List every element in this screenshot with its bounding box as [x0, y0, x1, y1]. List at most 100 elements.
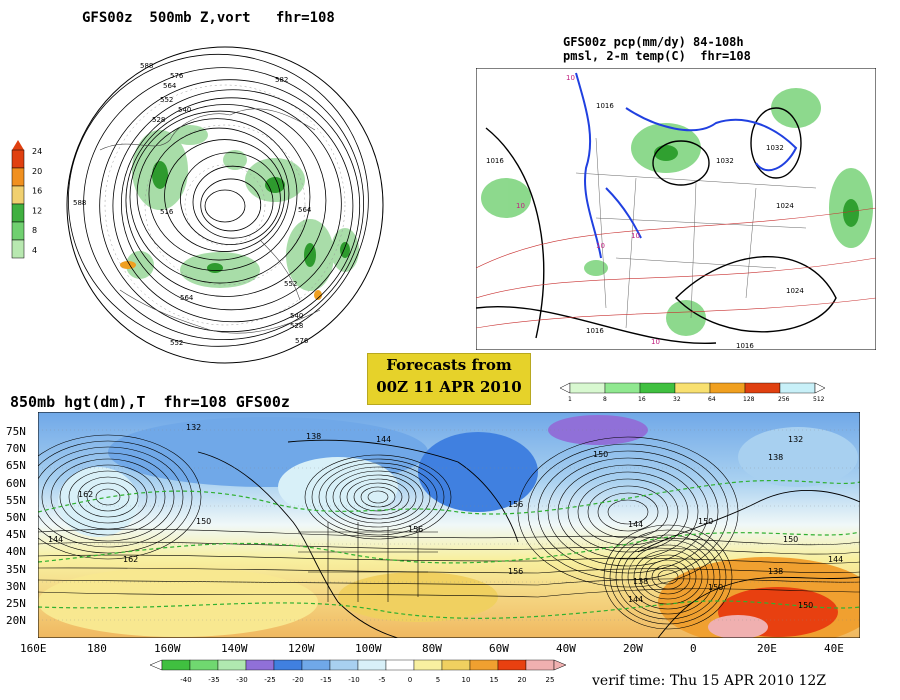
polar-contour-label: 564 — [180, 294, 194, 302]
height-contour-850 — [38, 440, 193, 554]
lon-label: 0 — [690, 642, 697, 655]
lat-label: 65N — [6, 459, 26, 473]
colorbar-850mb-label: -15 — [320, 676, 331, 684]
height-contour-850 — [50, 458, 166, 536]
lon-label: 120W — [288, 642, 315, 655]
contour-label-850: 144 — [628, 595, 643, 604]
polar-contour-label: 588 — [140, 62, 153, 70]
graticule — [38, 429, 860, 621]
coastlines — [99, 108, 321, 334]
precip-contour-label: 10 — [651, 338, 660, 346]
forecast-badge-line1: Forecasts from — [386, 356, 512, 374]
colorbar-850mb-label: 25 — [546, 676, 555, 684]
colorbar-500mb-swatch — [11, 221, 25, 241]
height-contour — [136, 118, 298, 272]
colorbar-pcp-arrow-right — [814, 382, 826, 394]
colorbar-850mb-swatch — [301, 659, 331, 671]
height-contour-850 — [577, 478, 679, 546]
contour-label-850: 144 — [48, 535, 63, 544]
height-contour-850 — [339, 474, 417, 520]
colorbar-500mb-arrow — [12, 140, 24, 150]
lon-label: 40E — [824, 642, 844, 655]
height-contour-850 — [517, 436, 739, 588]
contour-label-850: 156 — [508, 500, 523, 509]
colorbar-500mb-swatch — [11, 203, 25, 223]
precip-contour-label: 10 — [596, 242, 605, 250]
lat-label: 30N — [6, 579, 26, 593]
colorbar-850mb-label: -5 — [379, 676, 386, 684]
colorbar-pcp-label: 64 — [708, 396, 716, 402]
height-contour — [129, 110, 311, 284]
temperature-contours — [476, 207, 876, 329]
polar-contour-label: 540 — [178, 106, 191, 114]
colorbar-850mb-label: 0 — [408, 676, 412, 684]
colorbar-500mb-label: 24 — [32, 147, 42, 156]
height-contour-850 — [603, 524, 733, 630]
height-contour-850 — [615, 534, 721, 620]
height-contour-850 — [621, 539, 715, 615]
contour-label-850: 138 — [768, 567, 783, 576]
contour-label-850: 150 — [593, 450, 608, 459]
contour-label-850: 144 — [828, 555, 843, 564]
colorbar-850mb-swatch — [329, 659, 359, 671]
polar-contour-label: 582 — [275, 76, 288, 84]
colorbar-850mb-label: 15 — [490, 676, 499, 684]
height-contour-850 — [59, 464, 157, 530]
height-contour-850 — [609, 529, 727, 625]
height-contour — [164, 139, 285, 252]
contour-label-850: 150 — [196, 517, 211, 526]
height-contour-850 — [38, 578, 860, 586]
contour-label-850: 162 — [78, 490, 93, 499]
height-contour-850 — [77, 476, 139, 518]
contour-label-850: 132 — [186, 423, 201, 432]
height-contour-850 — [311, 458, 445, 536]
lat-circles — [104, 84, 346, 326]
contour-label-850: 144 — [628, 520, 643, 529]
height-contour — [83, 67, 365, 341]
lon-label: 80W — [422, 642, 442, 655]
lat-label: 60N — [6, 476, 26, 490]
height-contour — [112, 89, 354, 323]
lon-labels: 160E 180 160W 140W 120W 100W 80W 60W 40W 20W 0 20E 4… — [20, 642, 860, 656]
height-contour-850 — [332, 470, 424, 524]
lon-label: 60W — [489, 642, 509, 655]
lon-label: 140W — [221, 642, 248, 655]
lat-label: 45N — [6, 528, 26, 542]
colorbar-500mb-swatch — [11, 149, 25, 169]
contour-label-850: 150 — [783, 535, 798, 544]
colorbar-pcp-swatch — [674, 382, 711, 394]
height-contour-850 — [587, 485, 669, 539]
colorbar-pcp-label: 32 — [673, 396, 681, 402]
polar-contour-label: 540 — [290, 312, 303, 320]
precip-contour-label: 1016 — [596, 102, 614, 110]
colorbar-850mb: -40 -35 -30 -25 -20 -15 -10 -5 0 5 10 15 20 25 — [150, 659, 567, 684]
polar-contour-label: 516 — [160, 208, 174, 216]
height-contour-850 — [38, 528, 860, 546]
colorbar-850mb-swatch — [217, 659, 247, 671]
precip-contour-label: 10 — [631, 232, 640, 240]
height-contour-850 — [645, 559, 691, 595]
polar-map-border — [66, 46, 384, 364]
lon-label: 160E — [20, 642, 47, 655]
height-contour-850 — [38, 434, 202, 560]
height-contour — [67, 53, 369, 347]
precip-contour-label: 1032 — [766, 144, 784, 152]
colorbar-850mb-swatch — [189, 659, 219, 671]
colorbar-850mb-swatch — [525, 659, 555, 671]
polar-contour-label: 564 — [163, 82, 177, 90]
colorbar-pcp-swatch — [744, 382, 781, 394]
contour-label-850: 150 — [708, 583, 723, 592]
lon-label: 180 — [87, 642, 107, 655]
precip-contour-label: 1024 — [786, 287, 804, 295]
polar-contour-label: 552 — [284, 280, 297, 288]
contour-label-850: 138 — [768, 453, 783, 462]
lat-label: 40N — [6, 545, 26, 559]
lat-label: 20N — [6, 614, 26, 628]
height-contour-850 — [547, 457, 709, 567]
height-contour-850 — [353, 482, 403, 512]
lat-label: 70N — [6, 442, 26, 456]
colorbar-850mb-swatch — [245, 659, 275, 671]
height-contour — [204, 189, 246, 223]
precip-contour-label: 1016 — [736, 342, 754, 350]
height-contour-850 — [95, 488, 121, 506]
